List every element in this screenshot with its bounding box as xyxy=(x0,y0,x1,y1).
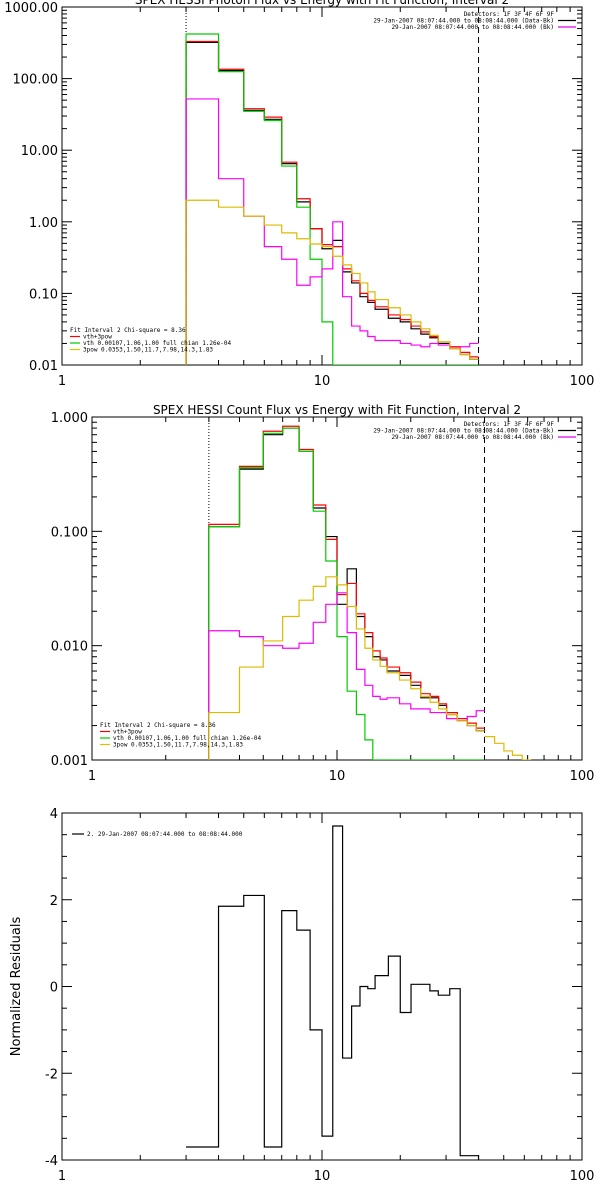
fit-annotation: vth+3pow xyxy=(113,729,142,736)
chart-title: SPEX HESSI Count Flux vs Energy with Fit… xyxy=(153,403,521,417)
x-tick-label: 1 xyxy=(58,374,66,389)
y-tick-label: 4 xyxy=(50,807,58,822)
series-line-4 xyxy=(185,199,479,365)
photon-flux-panel: SPEX HESSI Photon Flux vs Energy with Fi… xyxy=(4,0,594,389)
y-tick-label: 1.000 xyxy=(51,411,88,426)
series-group xyxy=(186,825,480,1160)
fit-annotation: 3pow 0.0353,1.50,11.7,7.98,14.3,1.83 xyxy=(113,742,243,749)
series-line-2 xyxy=(185,33,479,365)
header-line: Detectors: 1F 3F 4F 6F 9F xyxy=(464,11,555,18)
y-tick-label: 0 xyxy=(50,981,58,996)
series-line-0 xyxy=(185,41,479,365)
fit-annotation: vth 0.00107,1.06,1.00 full chian 1.26e-0… xyxy=(113,735,261,742)
series-line-1 xyxy=(185,40,479,365)
y-tick-label: 0.01 xyxy=(29,359,58,374)
series-line-4 xyxy=(208,576,485,760)
x-tick-label: 100 xyxy=(570,769,595,784)
series-line-2 xyxy=(208,427,485,760)
series-line-3 xyxy=(208,592,485,760)
fit-annotation: Fit Interval 2 Chi-square = 8.36 xyxy=(70,327,186,334)
x-tick-label: 10 xyxy=(314,1169,331,1184)
y-axis-label: Normalized Residuals xyxy=(9,917,24,1057)
series-group xyxy=(185,33,479,365)
residuals-panel: Normalized Residuals 1 10 100 -4 -2 0 2 4 2. 29-J… xyxy=(9,807,594,1184)
fit-annotation: Fit Interval 2 Chi-square = 8.36 xyxy=(100,722,216,729)
x-tick-label: 100 xyxy=(570,1169,595,1184)
x-tick-label: 10 xyxy=(329,769,346,784)
series-line-5 xyxy=(484,736,532,760)
x-tick-label: 10 xyxy=(314,374,331,389)
header-line: 29-Jan-2007 08:07:44.000 to 08:08:44.000… xyxy=(391,24,554,31)
chart-title: SPEX HESSI Photon Flux vs Energy with Fi… xyxy=(135,0,509,7)
series-line-3 xyxy=(185,98,479,365)
x-tick-label: 100 xyxy=(570,374,595,389)
count-flux-panel: SPEX HESSI Count Flux vs Energy with Fit… xyxy=(51,403,595,784)
y-tick-label: -2 xyxy=(45,1067,58,1082)
x-tick-label: 1 xyxy=(88,769,96,784)
fit-annotation: vth 0.00107,1.06,1.00 full chian 1.26e-0… xyxy=(83,340,231,347)
series-group xyxy=(208,425,532,760)
legend-label: 2. 29-Jan-2007 08:07:44.000 to 08:08:44.… xyxy=(87,831,243,838)
y-tick-label: 0.001 xyxy=(51,754,88,769)
y-tick-label: 0.10 xyxy=(29,287,58,302)
y-tick-label: 2 xyxy=(50,894,58,909)
header-line: 29-Jan-2007 08:07:44.000 to 08:08:44.000… xyxy=(373,18,554,25)
y-tick-label: 100.00 xyxy=(13,73,59,88)
fit-annotation: 3pow 0.0353,1.50,11.7,7.98,14.3,1.83 xyxy=(83,347,213,354)
header-line: Detectors: 1F 3F 4F 6F 9F xyxy=(464,421,555,428)
y-tick-label: 0.100 xyxy=(51,525,88,540)
y-tick-label: 10.00 xyxy=(21,144,58,159)
y-tick-label: -4 xyxy=(45,1154,58,1169)
header-line: 29-Jan-2007 08:07:44.000 to 08:08:44.000… xyxy=(373,428,554,435)
y-tick-label: 0.010 xyxy=(51,640,88,655)
y-tick-label: 1.00 xyxy=(29,216,58,231)
y-tick-label: 1000.00 xyxy=(4,1,58,16)
series-line-0 xyxy=(186,825,480,1160)
header-line: 29-Jan-2007 08:07:44.000 to 08:08:44.000… xyxy=(391,434,554,441)
fit-annotation: vth+3pow xyxy=(83,334,112,341)
x-tick-label: 1 xyxy=(58,1169,66,1184)
